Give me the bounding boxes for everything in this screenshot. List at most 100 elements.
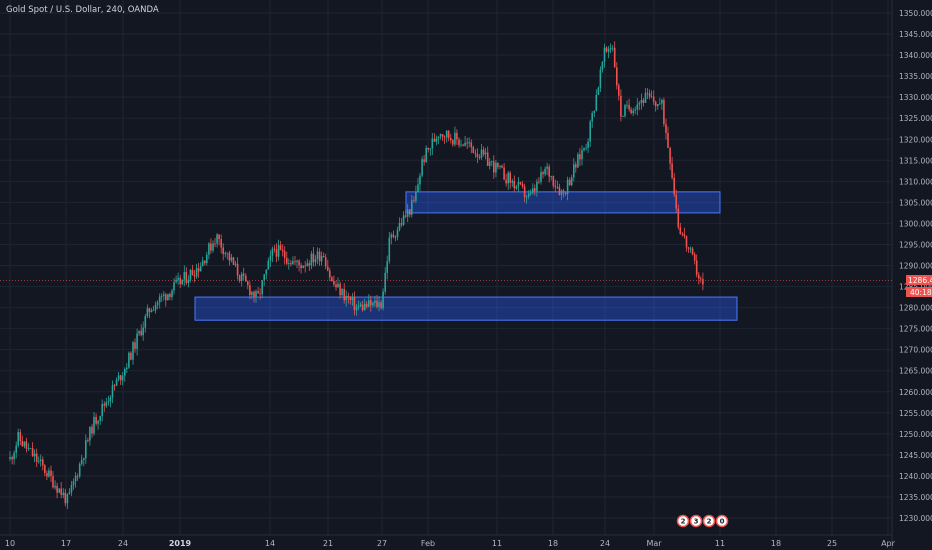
candle-body xyxy=(345,295,347,301)
candle-body xyxy=(398,223,401,230)
candle-body xyxy=(87,440,89,442)
time-tick-label: Mar xyxy=(646,539,662,548)
candle-body xyxy=(634,109,636,111)
candle-body xyxy=(204,260,206,264)
candle-body xyxy=(290,263,292,265)
candle-body xyxy=(130,352,132,360)
price-tick-label: 1290.000 xyxy=(899,262,932,271)
candle-body xyxy=(675,194,677,209)
candle-body xyxy=(173,282,175,291)
candle-body xyxy=(538,181,540,183)
candle-body xyxy=(441,134,444,137)
candle-body xyxy=(505,179,507,184)
candle-body xyxy=(527,193,530,197)
candle-body xyxy=(134,342,136,349)
time-tick-label: 17 xyxy=(61,539,71,548)
candle-body xyxy=(60,488,62,495)
candle-body xyxy=(56,485,58,493)
candle-body xyxy=(667,133,669,148)
candle-body xyxy=(406,209,409,217)
candle-body xyxy=(519,182,522,185)
event-badge-icon[interactable] xyxy=(689,514,703,528)
price-tick-label: 1260.000 xyxy=(899,388,932,397)
resistance-zone[interactable] xyxy=(405,191,721,214)
candle-body xyxy=(589,121,591,142)
support-zone[interactable] xyxy=(194,296,738,321)
candle-body xyxy=(208,243,210,255)
candle-body xyxy=(562,190,565,193)
candle-body xyxy=(74,475,77,482)
event-badge-icon[interactable] xyxy=(715,514,729,528)
candle-body xyxy=(181,279,183,285)
time-tick-label: 11 xyxy=(715,539,725,548)
candle-body xyxy=(257,291,259,294)
candles-layer xyxy=(9,41,704,510)
candle-body xyxy=(50,470,52,476)
time-axis[interactable]: 10 17 24 2019 14 21 27 Feb 11 18 24 Mar 11 18 25 Apr xyxy=(5,539,896,548)
candle-body xyxy=(224,253,227,255)
candle-body xyxy=(466,142,468,144)
candle-body xyxy=(160,295,163,297)
candle-body xyxy=(306,263,309,267)
candle-body xyxy=(236,263,239,276)
candle-body xyxy=(99,416,101,421)
price-tick-label: 1310.000 xyxy=(899,177,932,186)
candle-body xyxy=(214,243,216,245)
event-badge-icon[interactable] xyxy=(676,514,690,528)
candle-body xyxy=(546,166,548,169)
candle-body xyxy=(382,291,384,309)
candle-body xyxy=(454,132,456,145)
candle-body xyxy=(419,175,421,185)
candle-body xyxy=(577,154,579,168)
candle-body xyxy=(171,290,173,298)
candle-body xyxy=(370,300,372,306)
candle-body xyxy=(402,215,405,225)
candle-body xyxy=(271,248,274,256)
candle-body xyxy=(232,257,235,265)
candle-body xyxy=(654,101,657,107)
candle-body xyxy=(247,281,249,286)
candle-body xyxy=(132,342,134,360)
candle-body xyxy=(187,279,190,283)
candle-body xyxy=(238,275,241,281)
candle-body xyxy=(556,186,559,188)
candle-body xyxy=(564,192,567,194)
candle-body xyxy=(226,252,229,254)
candle-body xyxy=(35,453,38,462)
time-tick-label: 18 xyxy=(548,539,558,548)
time-tick-label: 25 xyxy=(827,539,837,548)
event-badge-icon[interactable] xyxy=(702,514,716,528)
candle-body xyxy=(659,103,661,105)
candle-body xyxy=(669,147,671,164)
candle-body xyxy=(685,236,688,248)
candle-body xyxy=(249,285,251,296)
price-tick-label: 1330.000 xyxy=(899,93,932,102)
event-badge-count: 2 xyxy=(707,518,712,526)
candle-body xyxy=(62,492,65,495)
candle-body xyxy=(433,138,436,142)
price-tick-label: 1240.000 xyxy=(899,472,932,481)
candle-body xyxy=(482,149,485,155)
candle-body xyxy=(267,260,270,270)
candle-body xyxy=(286,257,288,264)
candle-body xyxy=(599,69,602,88)
candle-body xyxy=(628,104,630,110)
candle-body xyxy=(109,397,112,402)
candle-body xyxy=(529,192,532,194)
candle-body xyxy=(44,465,46,474)
candle-body xyxy=(177,277,179,280)
candle-body xyxy=(443,136,446,138)
candle-body xyxy=(240,273,243,281)
candle-body xyxy=(103,404,106,406)
time-tick-label: 2019 xyxy=(169,539,192,548)
candle-body xyxy=(542,172,544,175)
candle-body xyxy=(421,159,423,176)
candle-body xyxy=(523,186,526,197)
candle-body xyxy=(534,188,536,191)
candle-body xyxy=(640,99,643,104)
candle-body xyxy=(327,266,329,271)
candle-body xyxy=(484,152,487,155)
candle-body xyxy=(265,269,268,275)
